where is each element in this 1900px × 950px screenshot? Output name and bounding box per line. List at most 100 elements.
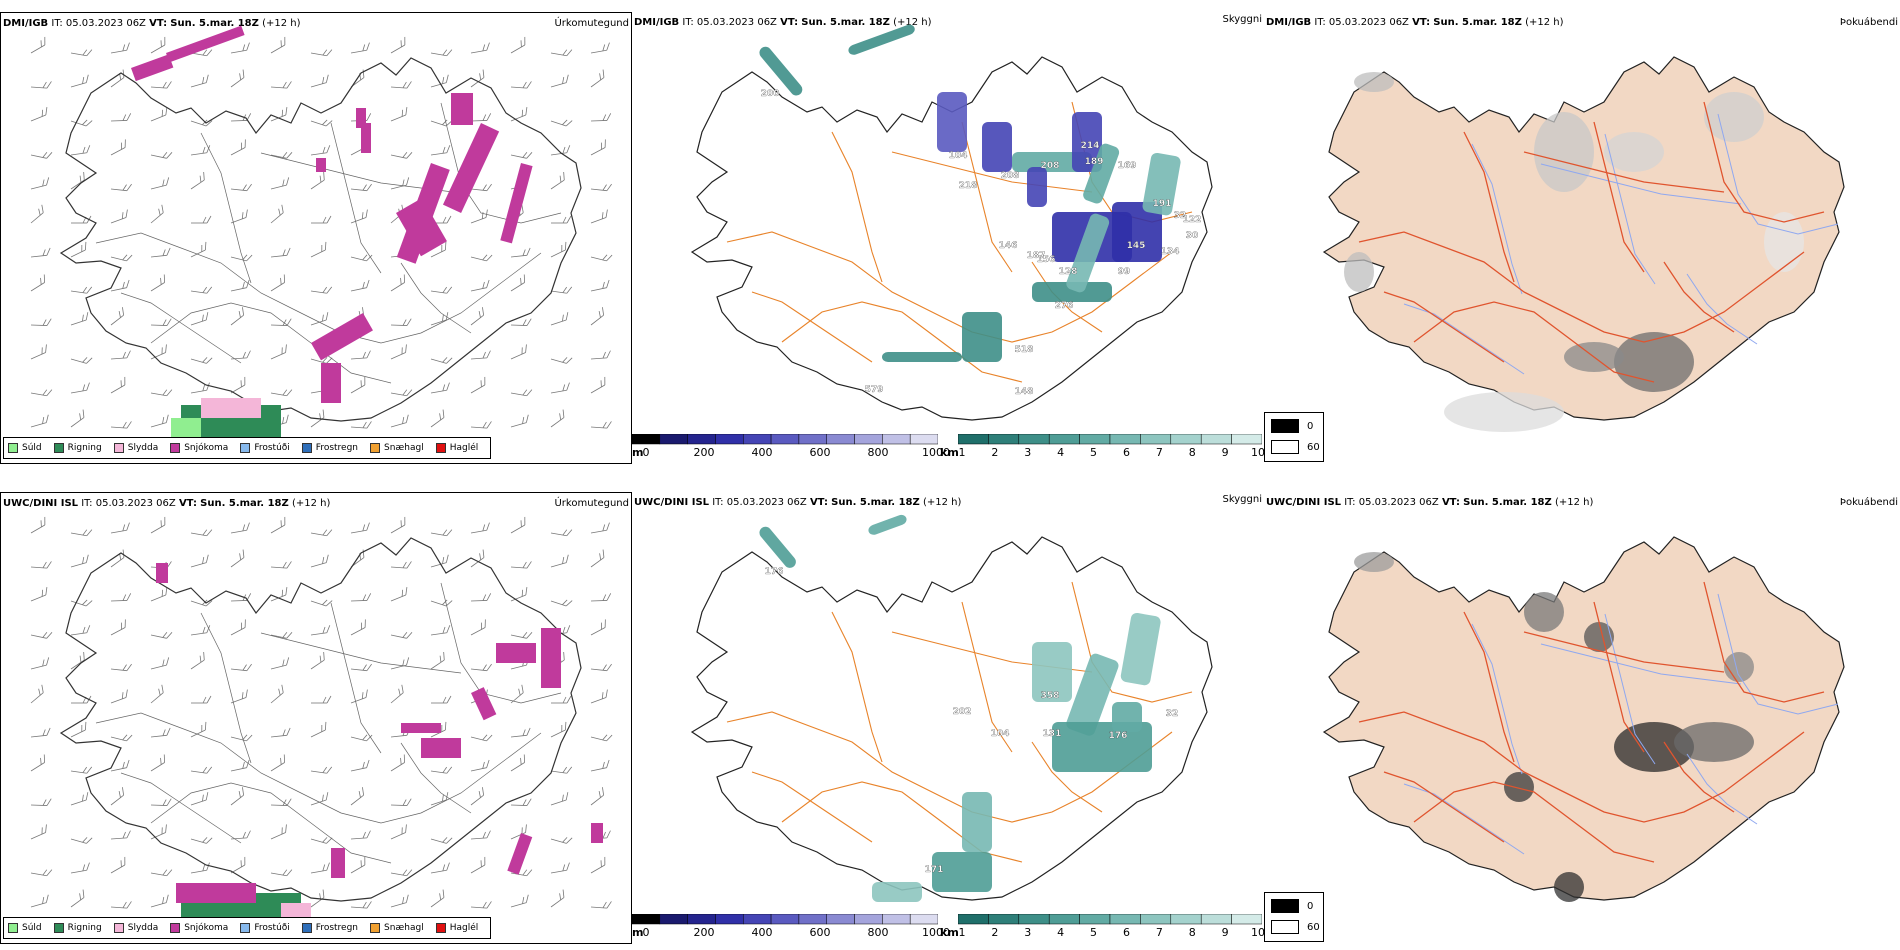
unit-km: km bbox=[940, 926, 959, 939]
panel-product-title: Þokuábendi bbox=[1839, 497, 1898, 508]
visibility-value-label: 134 bbox=[1161, 247, 1180, 257]
precip-legend-item: Snjókoma bbox=[170, 923, 228, 933]
visibility-value-label: 156 bbox=[1037, 255, 1056, 265]
precip-legend-item: Frostúði bbox=[240, 923, 290, 933]
unit-m: m bbox=[632, 926, 644, 939]
precip-legend-swatch bbox=[301, 443, 312, 453]
precip-legend-swatch bbox=[435, 923, 446, 933]
visibility-value-label: 131 bbox=[1043, 729, 1062, 739]
precip-legend-swatch bbox=[53, 923, 64, 933]
unit-km: km bbox=[940, 446, 959, 459]
scale-tick-label: 7 bbox=[1155, 926, 1163, 939]
scale-swatch bbox=[743, 914, 772, 925]
scale-swatch bbox=[1231, 434, 1262, 445]
visibility-value-label: 208 bbox=[1041, 161, 1060, 171]
scale-swatch bbox=[798, 914, 827, 925]
scale-tick-label: 600 bbox=[809, 446, 831, 459]
scale-tick-label: 1000 bbox=[922, 926, 950, 939]
scale-swatch bbox=[687, 914, 716, 925]
precip-map bbox=[30, 25, 613, 445]
scale-tick-label: 0 bbox=[642, 926, 650, 939]
visibility-value-label: 202 bbox=[953, 707, 972, 717]
precip-legend-item: Snjókoma bbox=[170, 443, 228, 453]
scale-tick-label: 2 bbox=[991, 446, 999, 459]
precip-legend-swatch bbox=[435, 443, 446, 453]
visibility-value-label: 30 bbox=[1186, 231, 1199, 241]
visibility-areas bbox=[759, 24, 1181, 362]
precip-legend-label: Frostúði bbox=[254, 443, 290, 453]
scale-tick-label: 8 bbox=[1188, 926, 1196, 939]
scale-tick-label: 3 bbox=[1024, 926, 1032, 939]
visibility-value-label: 187 bbox=[1027, 251, 1046, 261]
precip-legend-swatch bbox=[8, 923, 18, 933]
visibility-scale-km-ticks: 1 2 3 4 5 6 7 8 9 10 bbox=[958, 446, 1266, 460]
visibility-scale-m bbox=[632, 434, 938, 445]
precip-legend: Súld Rigning Slydda Snjókoma Frostúði Frostre… bbox=[3, 917, 492, 939]
visibility-value-label: 518 bbox=[1015, 345, 1034, 355]
visibility-value-label: 200 bbox=[761, 89, 780, 99]
scale-swatch bbox=[1231, 914, 1262, 925]
panel-title: UWC/DINI ISL IT: 05.03.2023 06Z VT: Sun.… bbox=[634, 497, 962, 508]
precip-legend-label: Frostregn bbox=[315, 923, 359, 933]
fog-areas bbox=[1354, 552, 1754, 902]
scale-swatch bbox=[1048, 914, 1080, 925]
precip-legend-item: Haglél bbox=[435, 923, 478, 933]
visibility-value-label: 122 bbox=[1183, 215, 1202, 225]
scale-tick-label: 600 bbox=[809, 926, 831, 939]
scale-tick-label: 1000 bbox=[922, 446, 950, 459]
scale-swatch bbox=[1018, 914, 1050, 925]
precip-legend-item: Slydda bbox=[113, 443, 159, 453]
precip-legend-item: Slydda bbox=[113, 923, 158, 933]
fog-legend-swatch-60 bbox=[1271, 920, 1299, 934]
precip-legend-label: Súld bbox=[22, 443, 42, 453]
precip-legend-label: Slydda bbox=[127, 443, 159, 453]
precip-legend-swatch bbox=[113, 923, 124, 933]
visibility-value-label: 214 bbox=[1081, 141, 1100, 151]
precip-legend-item: Súld bbox=[8, 443, 42, 453]
wind-barbs bbox=[30, 36, 613, 429]
visibility-value-label: 189 bbox=[1085, 157, 1104, 167]
scale-tick-label: 9 bbox=[1221, 926, 1229, 939]
scale-tick-label: 4 bbox=[1057, 446, 1065, 459]
visibility-value-label: 358 bbox=[1041, 691, 1060, 701]
panel-title: DMI/IGB IT: 05.03.2023 06Z VT: Sun. 5.ma… bbox=[634, 17, 932, 28]
precip-legend-label: Frostregn bbox=[315, 443, 359, 453]
precip-map bbox=[30, 516, 613, 933]
scale-tick-label: 800 bbox=[867, 446, 889, 459]
scale-swatch bbox=[988, 434, 1020, 445]
panel-product-title: Úrkomutegund bbox=[554, 18, 629, 29]
precip-legend-swatch bbox=[8, 443, 18, 453]
rivers-outline bbox=[95, 582, 562, 864]
fog-legend-swatch-60 bbox=[1271, 440, 1299, 454]
precip-type-panel-dmi: DMI/IGB IT: 05.03.2023 06Z VT: Sun. 5.ma… bbox=[0, 12, 632, 464]
scale-tick-label: 10 bbox=[1251, 446, 1265, 459]
scale-tick-label: 200 bbox=[693, 446, 715, 459]
precip-legend-item: Haglél bbox=[435, 443, 479, 453]
unit-m: m bbox=[632, 446, 644, 459]
precip-legend-item: Rigning bbox=[53, 443, 102, 453]
scale-swatch bbox=[1079, 434, 1111, 445]
precip-legend-label: Haglél bbox=[449, 443, 479, 453]
scale-tick-label: 0 bbox=[642, 446, 650, 459]
precip-legend-item: Súld bbox=[8, 923, 42, 933]
fog-map bbox=[1322, 536, 1845, 902]
precip-legend-label: Frostúði bbox=[254, 923, 290, 933]
scale-swatch bbox=[909, 914, 938, 925]
scale-tick-label: 4 bbox=[1057, 926, 1065, 939]
scale-tick-label: 2 bbox=[991, 926, 999, 939]
scale-tick-label: 10 bbox=[1251, 926, 1265, 939]
visibility-value-label: 145 bbox=[1127, 241, 1146, 251]
precip-legend-swatch bbox=[170, 443, 181, 453]
panel-product-title: Úrkomutegund bbox=[554, 498, 629, 509]
scale-tick-label: 7 bbox=[1155, 446, 1163, 459]
scale-tick-label: 6 bbox=[1122, 446, 1130, 459]
precip-legend-item: Frostregn bbox=[301, 443, 359, 453]
visibility-value-label: 208 bbox=[1001, 171, 1020, 181]
panel-title: DMI/IGB IT: 05.03.2023 06Z VT: Sun. 5.ma… bbox=[3, 18, 301, 29]
visibility-value-label: 128 bbox=[1059, 267, 1078, 277]
precip-legend-item: Frostúði bbox=[240, 443, 290, 453]
precip-legend-label: Snjókoma bbox=[184, 443, 229, 453]
precip-legend-item: Snæhagl bbox=[370, 923, 424, 933]
